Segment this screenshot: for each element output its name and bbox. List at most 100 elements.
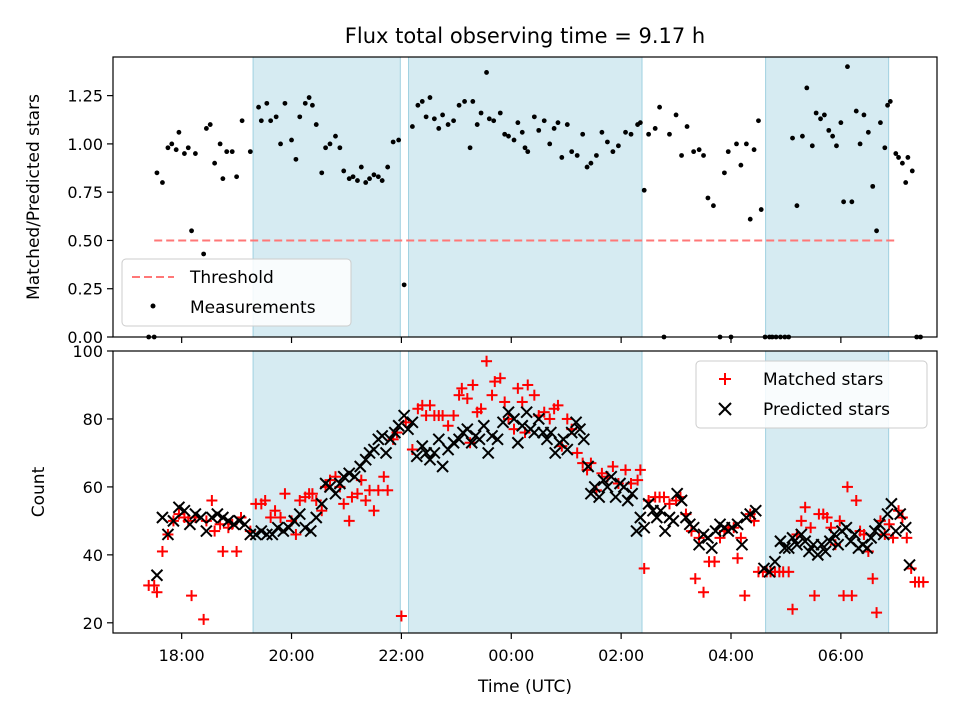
bottom-y-tick-label: 100 <box>72 342 103 361</box>
predicted-point <box>329 487 342 500</box>
predicted-point <box>577 433 590 446</box>
measurement-point <box>451 118 456 124</box>
predicted-point <box>205 511 219 524</box>
matched-point <box>464 437 476 449</box>
matched-point <box>360 494 372 506</box>
top-legend-box <box>121 258 352 327</box>
matched-point <box>494 372 506 384</box>
measurement-point <box>176 129 182 135</box>
measurement-point <box>834 143 839 149</box>
figure-title: Flux total observing time = 9.17 h <box>345 24 705 48</box>
predicted-point <box>823 535 837 548</box>
measurement-point <box>826 127 832 133</box>
measurement-point <box>319 170 325 176</box>
matched-point <box>424 399 436 411</box>
matched-point <box>475 403 487 415</box>
predicted-point <box>861 541 874 555</box>
predicted-point <box>584 487 598 500</box>
predicted-point <box>397 409 411 422</box>
measurement-point <box>878 120 883 126</box>
predicted-point <box>786 531 799 545</box>
predicted-point <box>401 422 415 436</box>
measurement-point <box>547 141 553 147</box>
matched-point <box>442 420 454 432</box>
legend-threshold-label: Threshold <box>189 268 274 288</box>
measurement-point <box>379 178 385 183</box>
measurement-point <box>559 155 565 160</box>
predicted-point <box>565 426 578 439</box>
predicted-point <box>447 436 460 449</box>
matched-point <box>787 603 799 615</box>
measurement-point <box>865 129 871 135</box>
legend-predicted-label: Predicted stars <box>763 400 890 420</box>
predicted-point <box>621 494 634 507</box>
measurement-point <box>800 133 805 139</box>
top-y-tick-label: 0.50 <box>67 231 103 250</box>
predicted-point <box>333 477 347 490</box>
measurement-point <box>169 141 175 147</box>
measurement-point <box>747 216 753 222</box>
predicted-point <box>388 426 402 439</box>
measurement-point <box>189 228 194 234</box>
measurement-point <box>306 95 312 100</box>
predicted-point <box>167 514 180 528</box>
measurement-point <box>278 141 283 147</box>
measurement-point <box>599 129 605 135</box>
top-y-ticks: 0.00 0.25 0.50 0.75 1.00 1.25 <box>67 87 113 347</box>
top-x-ticks <box>181 337 842 343</box>
bottom-y-axis-label: Count <box>29 466 49 517</box>
predicted-point <box>481 446 495 460</box>
predicted-point <box>667 514 680 528</box>
predicted-point <box>654 504 667 517</box>
predicted-point <box>233 514 246 528</box>
measurement-point <box>794 203 800 209</box>
matched-point <box>151 586 163 598</box>
measurement-point <box>396 137 402 143</box>
predicted-point <box>731 518 744 531</box>
measurement-point <box>258 118 264 124</box>
measurement-point <box>725 149 731 155</box>
measurement-point <box>861 112 867 118</box>
measurement-point <box>569 149 575 155</box>
matched-point <box>391 427 403 439</box>
measurement-point <box>610 149 616 155</box>
measurement-point <box>401 282 407 288</box>
predicted-point <box>735 538 749 551</box>
matched-point <box>709 556 721 568</box>
predicted-point <box>452 433 466 446</box>
measurement-point <box>313 122 319 127</box>
predicted-point <box>889 524 903 538</box>
predicted-point <box>520 405 533 419</box>
bottom-y-ticks: 20 40 60 80 100 <box>72 342 113 633</box>
bottom-y-tick-label: 60 <box>83 478 103 497</box>
measurement-point <box>224 149 230 155</box>
predicted-point <box>670 487 684 500</box>
matched-point <box>634 464 646 476</box>
predicted-point <box>774 535 787 548</box>
predicted-point <box>625 487 639 500</box>
predicted-point <box>249 528 263 541</box>
matched-point <box>269 505 281 517</box>
measurement-point <box>419 99 425 104</box>
predicted-point <box>367 443 381 456</box>
matched-point <box>316 505 328 517</box>
measurement-point <box>909 168 915 174</box>
measurement-point <box>555 120 561 126</box>
measurement-point <box>502 131 508 137</box>
measurement-point <box>256 104 261 110</box>
matched-point <box>612 478 624 490</box>
matched-point <box>486 389 498 401</box>
x-axis-label: Time (UTC) <box>477 677 572 697</box>
bottom-y-tick-label: 80 <box>83 410 103 429</box>
predicted-point <box>815 538 828 551</box>
predicted-point <box>763 565 776 579</box>
measurement-point <box>346 176 352 182</box>
measurement-point <box>310 102 315 108</box>
predicted-point <box>528 426 541 439</box>
measurement-point <box>282 100 288 106</box>
matched-point <box>372 484 384 496</box>
measurement-point <box>201 251 207 257</box>
predicted-point <box>511 436 525 449</box>
predicted-point <box>304 524 317 538</box>
